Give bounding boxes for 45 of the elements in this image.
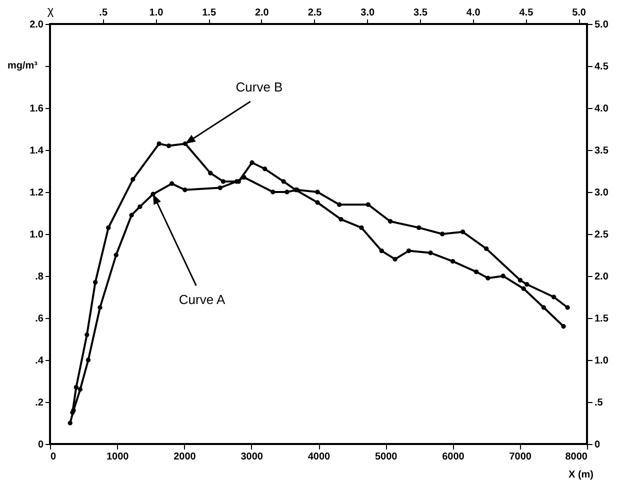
y2-tick-label: 1.0 bbox=[594, 356, 609, 366]
y2-tick-label: 3.0 bbox=[594, 188, 609, 198]
x2-tick-label: 4.5 bbox=[519, 8, 534, 18]
y2-tick-label: 5.0 bbox=[594, 20, 609, 30]
y-tick-label: 1.2 bbox=[30, 188, 44, 198]
x-tick-label: 0 bbox=[50, 452, 56, 462]
y-axis-title: mg/m³ bbox=[8, 60, 38, 72]
x2-tick-label: 2.0 bbox=[254, 8, 270, 18]
x-tick-label: 2000 bbox=[174, 452, 196, 462]
y2-tick-label: 3.5 bbox=[594, 146, 609, 156]
x-tick-label: 1000 bbox=[106, 452, 130, 462]
y2-tick-label: 2.0 bbox=[594, 272, 609, 282]
y2-tick-label: 4.0 bbox=[594, 104, 609, 114]
x-tick-label: 8000 bbox=[565, 452, 588, 462]
y-tick-label: 1.0 bbox=[30, 230, 44, 240]
annotation: Curve A bbox=[178, 292, 226, 308]
y-tick-label: 1.4 bbox=[30, 146, 44, 156]
y-tick-label: .2 bbox=[35, 398, 44, 408]
y-tick-label: 0 bbox=[38, 440, 44, 450]
y2-tick-label: 0 bbox=[594, 440, 600, 450]
y2-tick-label: 2.5 bbox=[594, 230, 609, 240]
x2-tick-label: 2.5 bbox=[308, 8, 322, 18]
y-tick-label: 2.0 bbox=[30, 20, 44, 30]
x-axis-title: X (m) bbox=[568, 470, 594, 480]
y-tick-label: .4 bbox=[35, 356, 44, 366]
x2-tick-label: 1.5 bbox=[202, 8, 216, 18]
y2-tick-label: 1.5 bbox=[594, 314, 609, 324]
x-tick-label: 7000 bbox=[509, 452, 532, 462]
x-tick-label: 6000 bbox=[442, 452, 465, 462]
x2-tick-label: 5.0 bbox=[572, 8, 586, 18]
x2-tick-label: 3.5 bbox=[414, 8, 428, 18]
y-tick-label: 1.6 bbox=[30, 104, 44, 114]
annotation: Curve B bbox=[236, 80, 283, 95]
x2-tick-label: 4.0 bbox=[466, 8, 481, 18]
y-tick-label: .6 bbox=[35, 314, 44, 324]
y2-tick-label: 4.5 bbox=[594, 62, 609, 72]
x2-tick-label: 3.0 bbox=[360, 8, 376, 18]
x-tick-label: 5000 bbox=[375, 452, 398, 462]
x2-tick-label: 1.0 bbox=[149, 8, 164, 18]
y2-tick-label: .5 bbox=[594, 398, 604, 408]
x2-axis-title: χ bbox=[47, 4, 54, 18]
y-tick-label: .8 bbox=[35, 272, 44, 282]
x-tick-label: 4000 bbox=[308, 452, 331, 462]
x2-tick-label: .5 bbox=[99, 8, 108, 18]
x-tick-label: 3000 bbox=[240, 452, 264, 462]
